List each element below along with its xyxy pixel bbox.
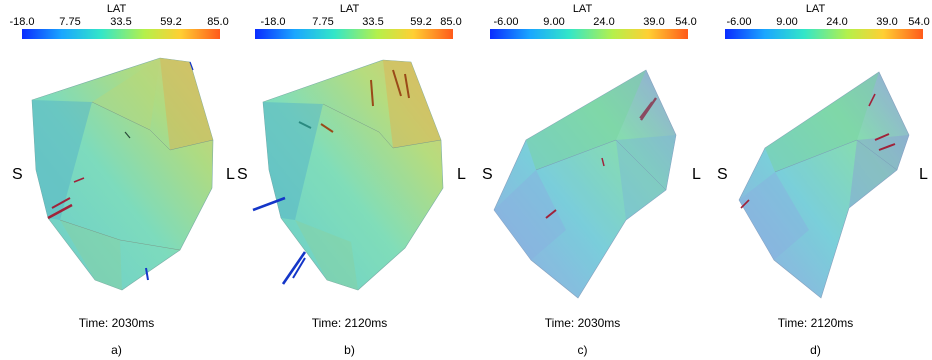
arrow (292, 257, 306, 279)
arrow (640, 97, 657, 121)
arrow (298, 121, 312, 129)
colorbar-tick: 54.0 (908, 16, 930, 28)
time-label: Time: 2030ms (78, 316, 155, 330)
mesh-facet (160, 58, 213, 150)
panel-caption: d) (810, 343, 821, 357)
time-label: Time: 2030ms (544, 316, 621, 330)
colorbar-tick: 59.2 (410, 16, 432, 28)
colorbar-tick: -6.00 (726, 16, 752, 28)
colorbar-tick: 85.0 (207, 16, 229, 28)
arrow (874, 133, 890, 141)
colorbar-tick: 39.0 (643, 16, 665, 28)
colorbar-tick: 39.0 (876, 16, 898, 28)
mesh-view[interactable] (233, 40, 466, 300)
arrow (404, 73, 410, 99)
arrow (145, 267, 149, 281)
mesh-facet (526, 70, 646, 170)
lateral-label: L (692, 166, 701, 183)
arrow (878, 143, 896, 151)
colorbar-ticks: -18.0 7.75 33.5 59.2 85.0 (9, 16, 228, 28)
colorbar-tick: 54.0 (675, 16, 697, 28)
arrow (545, 209, 557, 219)
arrow (370, 79, 374, 107)
septal-label: S (482, 166, 493, 183)
colorbar-tick: 7.75 (312, 16, 334, 28)
septal-label: S (12, 166, 23, 183)
arrow (252, 196, 286, 212)
mesh-facet (383, 60, 441, 148)
colorbar-title: LAT (572, 3, 593, 15)
arrow (320, 123, 334, 133)
mesh-facet (263, 102, 323, 220)
mesh-facet (92, 58, 160, 130)
colorbar-gradient (725, 29, 923, 39)
arrow (73, 177, 85, 183)
colorbar-gradient (22, 29, 220, 39)
mesh-facet (616, 135, 676, 220)
colorbar-title: LAT (805, 3, 826, 15)
colorbar-ticks: -6.00 9.00 24.0 39.0 54.0 (484, 16, 696, 28)
colorbar-tick: 85.0 (440, 16, 462, 28)
mesh-facet (739, 172, 809, 260)
time-label: Time: 2120ms (777, 316, 854, 330)
colorbar-gradient (255, 29, 453, 39)
colorbar-title: LAT (339, 3, 360, 15)
colorbar-tick: 7.75 (59, 16, 81, 28)
panel-c: LAT -6.00 9.00 24.0 39.0 54.0 S L Time: … (466, 0, 701, 360)
septal-label: S (237, 166, 248, 183)
colorbar-tick: 9.00 (543, 16, 565, 28)
mesh-edge (535, 139, 667, 191)
mesh-view[interactable] (699, 40, 932, 300)
colorbar-ticks: -6.00 9.00 24.0 39.0 54.0 (717, 16, 929, 28)
colorbar-title: LAT (106, 3, 127, 15)
colorbar-tick: 24.0 (826, 16, 848, 28)
mesh-facet (765, 72, 879, 172)
mesh-facet (295, 220, 358, 290)
colorbar-gradient (490, 29, 688, 39)
lateral-label: L (226, 166, 235, 183)
colorbar-tick: -6.00 (493, 16, 519, 28)
arrow (601, 157, 605, 167)
mesh-facet (849, 135, 909, 208)
panel-d: LAT -6.00 9.00 24.0 39.0 54.0 S L Time: … (699, 0, 932, 360)
arrow (740, 199, 750, 209)
mesh-edge (774, 139, 898, 173)
colorbar-tick: -18.0 (260, 16, 286, 28)
septal-label: S (717, 166, 728, 183)
lateral-label: L (919, 166, 928, 183)
mesh-view[interactable] (0, 40, 233, 300)
panel-b: LAT -18.0 7.75 33.5 59.2 85.0 S L (233, 0, 466, 360)
colorbar-tick: 59.2 (160, 16, 182, 28)
mesh-edge (91, 101, 214, 151)
arrow (639, 101, 653, 119)
lateral-label: L (457, 166, 466, 183)
arrow (47, 203, 73, 220)
mesh-edge (59, 219, 181, 251)
colorbar-tick: 9.00 (776, 16, 798, 28)
panel-caption: c) (577, 343, 588, 357)
arrow (392, 69, 402, 97)
panel-caption: a) (111, 343, 122, 357)
colorbar-tick: -18.0 (9, 16, 35, 28)
mesh-edge (322, 103, 442, 149)
arrow (124, 131, 131, 139)
arrow (281, 251, 307, 285)
time-label: Time: 2120ms (311, 316, 388, 330)
arrow (868, 93, 876, 107)
mesh-facet (60, 220, 122, 290)
mesh-view[interactable] (466, 40, 699, 300)
colorbar-ticks: -18.0 7.75 33.5 59.2 85.0 (251, 16, 461, 28)
arrow (51, 197, 71, 209)
arrow (189, 61, 194, 71)
colorbar-tick: 33.5 (110, 16, 132, 28)
panel-caption: b) (344, 343, 355, 357)
mesh-facet (494, 170, 566, 260)
mesh-facet (32, 100, 92, 220)
colorbar-tick: 33.5 (362, 16, 384, 28)
colorbar-tick: 24.0 (593, 16, 615, 28)
panel-a: LAT -18.0 7.75 33.5 59.2 85.0 S L (0, 0, 235, 360)
